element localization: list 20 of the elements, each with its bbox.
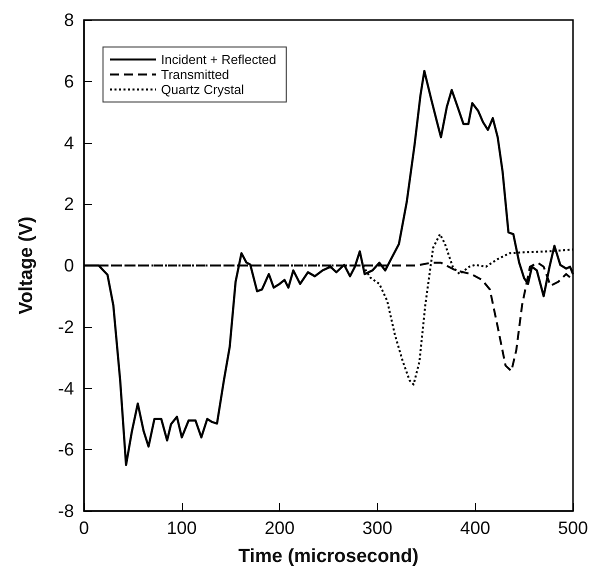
legend-label: Transmitted xyxy=(161,67,230,82)
x-tick-label: 100 xyxy=(166,518,197,538)
y-axis-title: Voltage (V) xyxy=(16,216,37,314)
x-tick-label: 400 xyxy=(460,518,490,538)
x-tick-label: 500 xyxy=(558,518,588,538)
y-tick-label: 0 xyxy=(64,256,74,276)
legend-label: Incident + Reflected xyxy=(161,52,276,67)
y-tick-label: -8 xyxy=(58,501,74,521)
x-tick-label: 200 xyxy=(264,518,295,538)
x-tick-label: 300 xyxy=(362,518,392,538)
x-tick-label: 0 xyxy=(78,518,90,538)
y-tick-label: 2 xyxy=(64,194,74,214)
y-tick-label: -4 xyxy=(58,378,74,398)
legend-label: Quartz Crystal xyxy=(161,82,244,97)
x-axis-title: Time (microsecond) xyxy=(238,546,419,567)
y-tick-label: -6 xyxy=(58,440,74,460)
y-tick-label: 4 xyxy=(64,132,74,153)
y-tick-label: -2 xyxy=(58,316,74,337)
y-tick-label: 8 xyxy=(64,10,74,30)
y-tick-label: 6 xyxy=(64,71,74,92)
